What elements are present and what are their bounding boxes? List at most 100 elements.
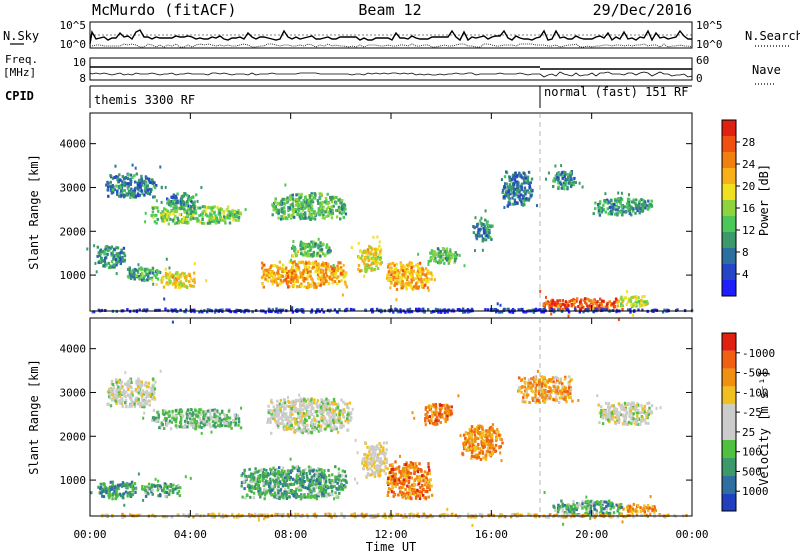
velocity-cell	[233, 413, 236, 417]
velocity-cell	[240, 474, 243, 478]
power-cell	[123, 177, 126, 181]
velocity-cell	[288, 495, 291, 499]
power-cell	[117, 259, 120, 263]
power-cell	[492, 308, 495, 312]
power-cell	[282, 279, 286, 283]
power-cell	[294, 274, 297, 278]
power-cell	[93, 244, 96, 248]
power-cell	[321, 200, 324, 204]
velocity-cell	[121, 385, 124, 389]
power-cell	[628, 212, 631, 216]
velocity-cell	[229, 423, 232, 427]
power-cell	[231, 209, 234, 213]
velocity-cell	[303, 398, 306, 402]
power-cell	[303, 285, 306, 289]
power-cell	[373, 267, 377, 271]
power-cell	[192, 211, 195, 215]
power-cell	[236, 210, 239, 214]
power-cell	[279, 281, 283, 285]
velocity-cell	[252, 496, 255, 500]
power-cell	[199, 206, 202, 210]
power-cell	[205, 206, 208, 210]
power-cell	[296, 213, 299, 217]
power-cell	[180, 283, 184, 287]
power-cell	[504, 182, 507, 186]
velocity-cell	[279, 410, 282, 414]
power-cell	[293, 269, 296, 273]
power-cell	[174, 283, 178, 287]
velocity-cell	[202, 417, 205, 421]
power-cell	[149, 181, 152, 185]
power-cell	[572, 303, 575, 307]
power-cell	[624, 210, 628, 214]
power-cell	[134, 194, 138, 198]
velocity-cell	[265, 481, 268, 485]
velocity-cell	[304, 486, 307, 490]
power-cell	[133, 193, 136, 197]
power-cell	[186, 208, 190, 212]
power-cell	[443, 256, 446, 260]
power-cell	[502, 186, 506, 190]
power-cell	[308, 200, 311, 204]
power-cell	[628, 204, 631, 208]
velocity-cell	[295, 477, 298, 481]
power-cell	[439, 255, 442, 259]
power-cell	[570, 299, 573, 303]
power-cell	[605, 200, 608, 204]
velocity-cell	[325, 419, 328, 423]
power-cell	[116, 189, 119, 193]
velocity-cell	[324, 477, 328, 481]
velocity-cell	[225, 423, 228, 427]
velocity-cell	[122, 496, 125, 500]
velocity-cell	[294, 417, 297, 421]
power-cell	[516, 186, 520, 190]
power-cell	[152, 271, 155, 275]
power-cell	[198, 310, 201, 314]
power-cell	[144, 270, 147, 274]
power-cell	[519, 198, 523, 201]
power-cell	[131, 193, 134, 197]
power-cell	[300, 284, 303, 288]
velocity-cell	[290, 421, 293, 425]
power-cell	[443, 310, 447, 314]
power-cell	[403, 283, 406, 287]
velocity-cell	[305, 406, 308, 410]
power-cell	[480, 216, 483, 220]
velocity-cell	[333, 411, 336, 414]
power-cell	[512, 176, 515, 180]
power-cell	[324, 210, 327, 214]
velocity-cell	[209, 411, 212, 415]
power-cell	[528, 184, 531, 188]
velocity-cell	[277, 470, 280, 473]
power-cell	[411, 287, 414, 291]
velocity-cell	[287, 395, 289, 399]
power-cell	[138, 178, 141, 182]
power-cell	[500, 178, 503, 182]
velocity-cell	[237, 420, 241, 424]
power-cell	[322, 275, 326, 278]
power-cell	[358, 269, 362, 273]
power-cell	[421, 267, 424, 271]
velocity-cell	[283, 481, 287, 485]
power-cell	[545, 295, 547, 299]
power-cell	[274, 200, 277, 204]
power-cell	[190, 284, 193, 288]
power-cell	[512, 191, 515, 195]
power-cell	[320, 244, 323, 248]
velocity-cell	[143, 411, 146, 415]
nave-trace	[89, 71, 693, 78]
power-cell	[416, 274, 419, 278]
power-cell	[298, 196, 301, 200]
velocity-cell	[288, 427, 291, 431]
power-cell	[306, 277, 309, 281]
velocity-cell	[278, 480, 282, 484]
power-cell	[313, 213, 317, 217]
power-cell	[418, 274, 422, 278]
power-cell	[434, 259, 438, 263]
power-cell	[139, 267, 142, 270]
power-cell	[582, 310, 585, 314]
power-cell	[333, 275, 336, 279]
velocity-cell	[147, 399, 150, 403]
power-cell	[525, 196, 528, 200]
power-cell	[556, 302, 560, 306]
